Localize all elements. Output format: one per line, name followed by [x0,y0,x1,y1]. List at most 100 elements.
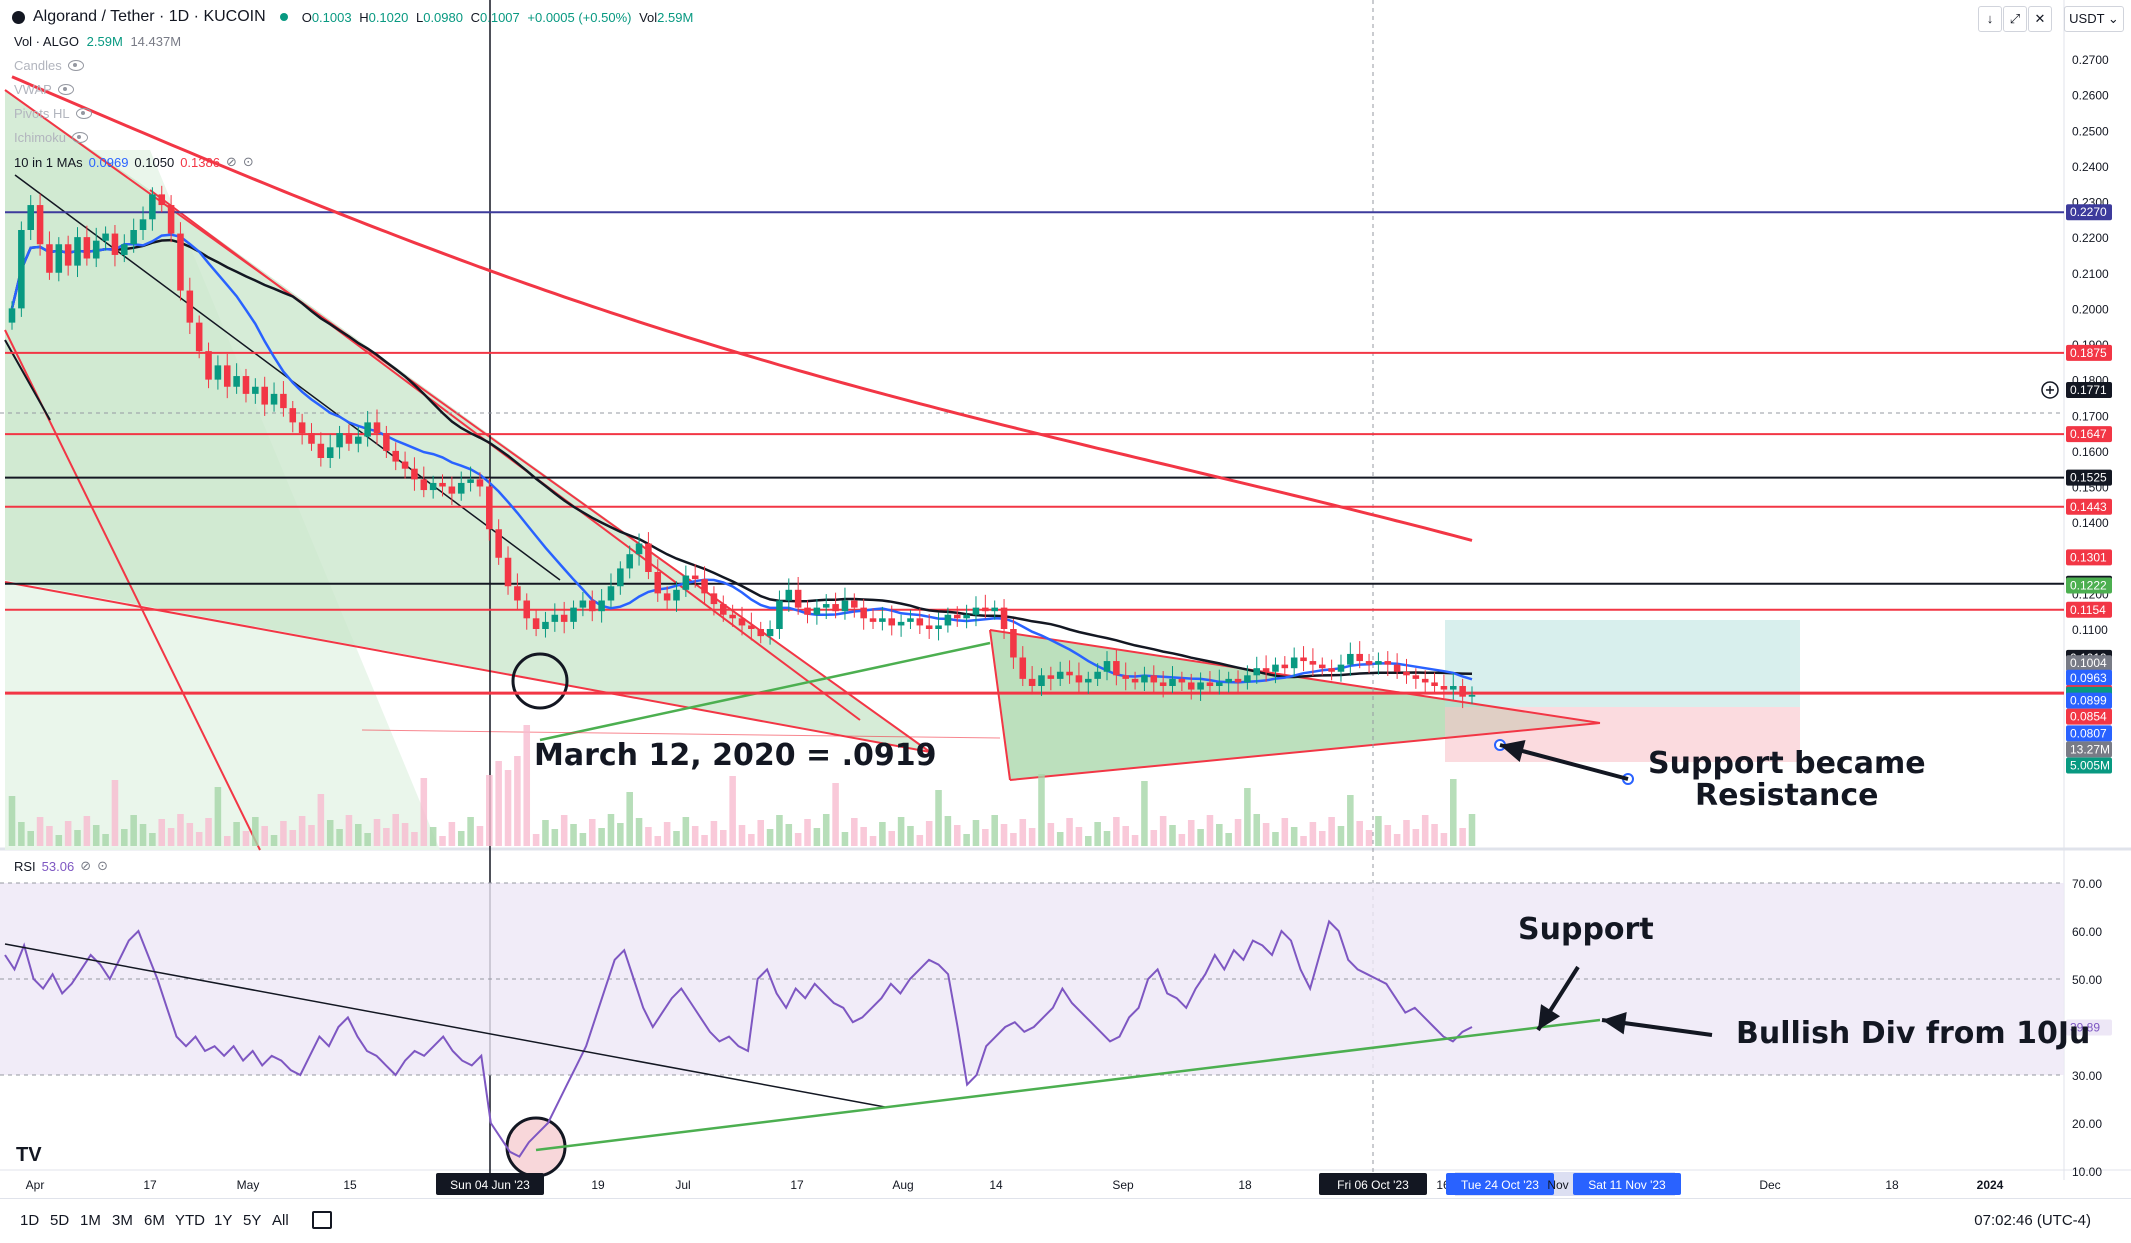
more-icon[interactable]: ⊙ [97,858,109,873]
price-tick-label: 0.2700 [2072,53,2109,67]
candle-body [1347,653,1354,665]
price-label-bg [2066,381,2112,398]
candle-body [738,618,746,626]
market-status-icon [279,13,288,21]
volume-bar [1066,818,1073,846]
indicator-vwap[interactable]: VWAP [14,82,74,97]
volume-bar [654,836,662,846]
timeframe-6m[interactable]: 6M [144,1212,165,1229]
candle-body [242,376,250,394]
volume-bar [1216,824,1223,846]
close-button[interactable]: ✕ [2028,6,2052,32]
settings-icon[interactable]: ⊘ [80,858,92,873]
timeframe-1m[interactable]: 1M [80,1212,101,1229]
volume-bar [1281,818,1289,846]
volume-bar [1131,835,1139,846]
currency-select[interactable]: USDT ⌄ [2064,6,2124,32]
timeframe-1y[interactable]: 1Y [214,1212,233,1229]
timeframe-all[interactable]: All [272,1212,289,1229]
volume-bars [8,725,1476,846]
scroll-down-button[interactable]: ↓ [1978,6,2002,32]
price-label-bg [2066,577,2112,594]
fullscreen-button[interactable]: ⤢ [2003,6,2027,32]
candle-body [1206,682,1214,686]
timeframe-5y[interactable]: 5Y [243,1212,262,1229]
indicator-ichimoku[interactable]: Ichimoku [14,130,89,145]
eye-hidden-icon[interactable] [57,84,74,95]
symbol-header[interactable]: Algorand / Tether · 1D · KUCOIN O0.1003 … [12,8,693,26]
clock[interactable]: 07:02:46 (UTC-4) [1974,1212,2091,1229]
price-label-bg [2066,426,2112,443]
rsi-tick-label: 20.00 [2072,1117,2102,1131]
rsi-current-label: 39.89 [2070,1021,2100,1035]
rsi-green-trendline [535,1018,1601,1152]
rsi-header[interactable]: RSI 53.06 ⊘ ⊙ [14,858,109,874]
time-label-bg [1446,1173,1554,1195]
candle-body [1403,671,1410,676]
volume-bar [542,820,549,846]
volume-bar [448,822,456,846]
volume-bar [1393,834,1401,846]
price-tick-label: 0.2500 [2072,124,2109,138]
timeframe-ytd[interactable]: YTD [175,1212,205,1229]
candle-body [1141,675,1148,683]
rsi-black-trendline [4,943,886,1108]
price-label-bg [2066,708,2112,725]
indicator-pivots[interactable]: Pivots HL [14,106,92,121]
eye-hidden-icon[interactable] [72,132,89,143]
rsi-line [4,919,1473,1158]
candle-body [1113,661,1120,676]
candle-body [1169,678,1176,686]
horizontal-levels [5,211,2064,695]
volume-bar [869,836,877,846]
triangle-left [989,629,1011,781]
volume-bar [766,829,774,846]
price-label: 0.1154 [2070,603,2106,617]
settings-icon[interactable]: ⊘ [225,154,237,169]
price-label: 0.1443 [2070,500,2107,514]
price-label: 0.1647 [2070,427,2107,441]
candle-body [439,482,446,487]
timeframe-5d[interactable]: 5D [50,1212,70,1229]
candle-body [944,614,952,626]
candle-body [1272,664,1279,672]
time-label: May [237,1178,260,1192]
price-label: 0.2270 [2070,205,2107,219]
candle-body [925,625,933,629]
rsi-tick-label: 10.00 [2072,1165,2102,1179]
indicator-mas[interactable]: 10 in 1 MAs 0.0969 0.1050 0.1386 ⊘ ⊙ [14,154,254,170]
candle-body [879,618,886,622]
volume-bar [130,815,137,846]
candle-body [551,614,559,622]
volume-bar [280,821,287,846]
more-icon[interactable]: ⊙ [242,154,254,169]
indicator-candles[interactable]: Candles [14,58,84,73]
price-tick-label: 0.2600 [2072,89,2109,103]
tradingview-logo[interactable]: TV [16,1144,42,1166]
timeframe-3m[interactable]: 3M [112,1212,133,1229]
time-label: 18 [1885,1178,1899,1192]
eye-hidden-icon[interactable] [75,108,92,119]
candle-body [111,233,119,255]
support-annotation: Support [1518,912,1654,947]
volume-bar [963,834,970,846]
volume-bar [1328,817,1335,846]
volume-bar [617,823,624,846]
candles [8,185,1476,709]
volume-bar [1047,823,1055,846]
price-tick-label: 0.2400 [2072,160,2109,174]
volume-bar [794,833,802,846]
timeframe-1d[interactable]: 1D [20,1212,40,1229]
candle-body [860,607,867,619]
chart-canvas[interactable]: 0.27000.26000.25000.24000.23000.22000.21… [0,0,2131,1198]
eye-hidden-icon[interactable] [67,60,84,71]
candle-body [383,433,390,451]
volume-bar [467,817,474,846]
time-label: 18 [1238,1178,1252,1192]
volume-bar [1085,836,1092,846]
price-label: 0.1875 [2070,346,2107,360]
candle-body [504,557,512,587]
date-range-icon[interactable] [312,1211,332,1229]
symbol-title[interactable]: Algorand / Tether · 1D · KUCOIN [33,8,266,25]
volume-bar [851,818,858,846]
